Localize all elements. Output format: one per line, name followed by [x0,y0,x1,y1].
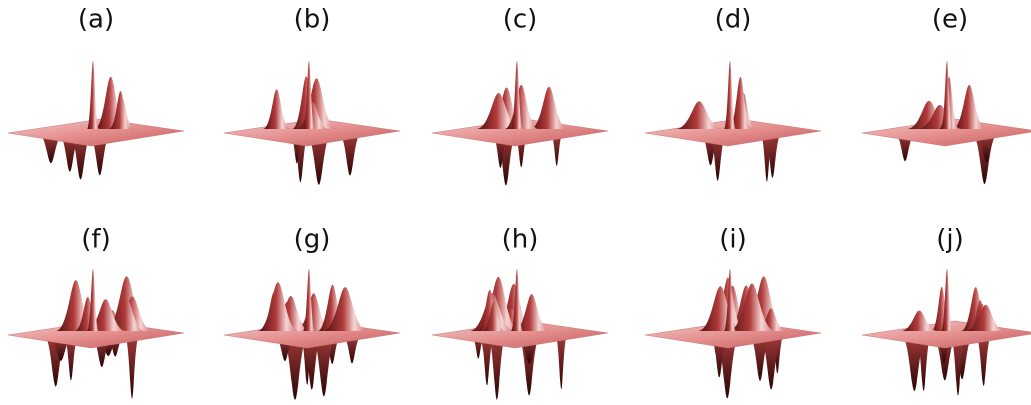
surface-peak [322,287,368,331]
panel-label: (a) [78,5,114,35]
surface-peak [303,269,315,331]
surface-peak [338,133,362,176]
panel-label: (f) [81,225,110,255]
surface-peak [900,310,939,331]
surface-plane [223,118,401,147]
surface-peak [965,304,1006,331]
surface-peak [511,61,523,129]
surface-peak [108,91,133,129]
surface-plane [7,118,185,147]
panel-label: (b) [294,5,331,35]
surface-peak [63,335,79,381]
surface-peak [901,335,928,392]
surface-peak [342,335,362,364]
surface-peak [517,335,541,396]
surface-peak [950,335,966,396]
surface-peak [511,269,523,331]
panel-label: (c) [503,5,538,35]
surface-peak [728,76,753,129]
surface-peak [513,294,550,331]
surface-peak [305,133,333,185]
surface-peak [109,298,145,331]
surface-peak [262,89,291,129]
surface-peak [550,133,564,166]
surface-peak [952,84,987,129]
surface-peak [675,101,724,129]
panel-label: (j) [936,225,964,255]
surface-peak [487,335,507,400]
surface-peak [295,293,332,331]
surface-peak [748,335,772,381]
surface-peak [296,102,329,129]
panel-label: (h) [502,225,539,255]
surface-peak [504,84,539,129]
surface-peak [941,269,953,331]
surface-peak [303,61,315,129]
surface-peak [257,282,299,331]
surface-peak [87,269,99,331]
surface-peak [555,335,568,390]
panel-label: (g) [294,225,331,255]
panel-label: (i) [719,225,747,255]
surface-peak [475,92,522,129]
surface-peak [724,269,736,331]
surface-peak [479,335,495,386]
surface-peak [724,61,736,129]
surface-peak [310,335,337,397]
panel-label: (e) [932,5,968,35]
surface-peak [941,61,953,129]
surface-peak [760,133,774,182]
surface-peak [728,283,776,331]
surface-peak [87,61,99,129]
surface-peak [124,335,140,399]
panel-label: (d) [715,5,752,35]
surface-peak [530,86,568,129]
surface-peak [482,301,505,331]
surface-peak [975,335,992,386]
